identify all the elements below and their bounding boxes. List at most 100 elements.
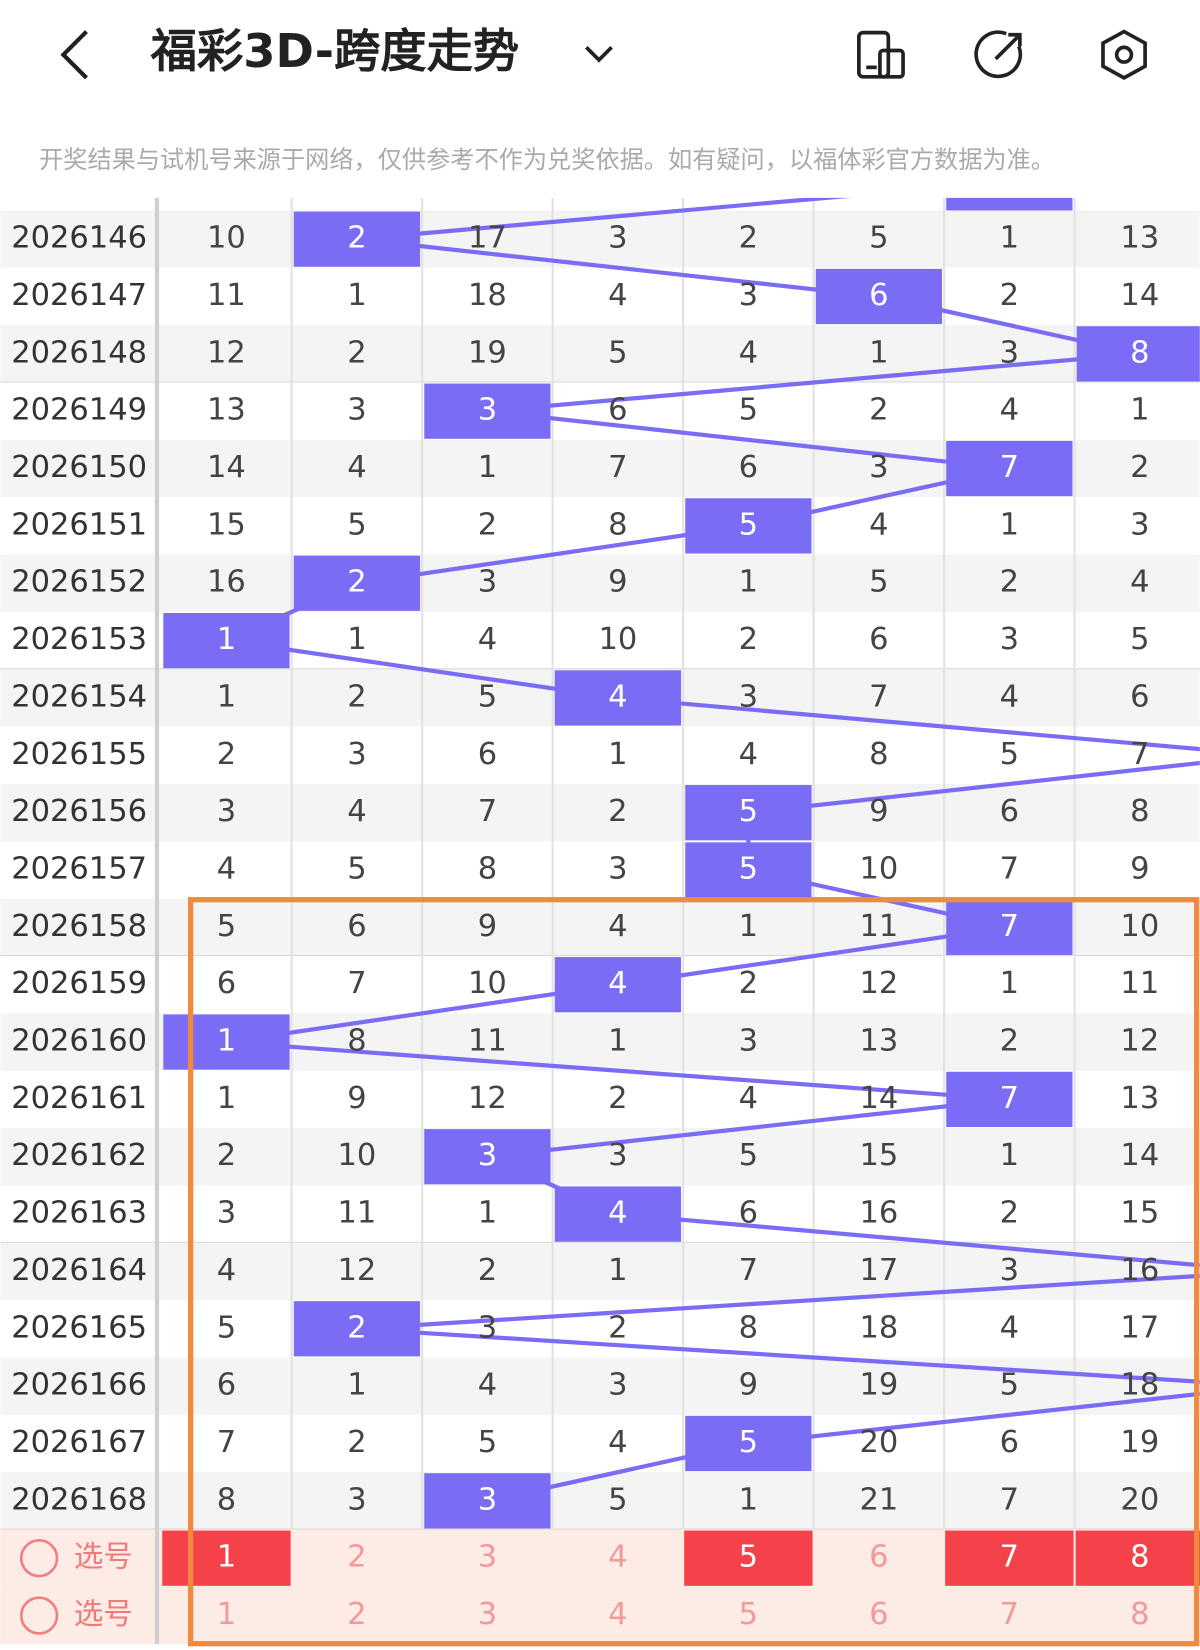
row-background bbox=[0, 325, 1200, 383]
omission-value: 3 bbox=[217, 794, 236, 829]
omission-value: 1 bbox=[217, 679, 236, 714]
omission-value: 4 bbox=[347, 794, 366, 829]
omission-value: 2 bbox=[1000, 1024, 1019, 1059]
omission-value: 14 bbox=[1120, 1138, 1159, 1173]
omission-value: 12 bbox=[338, 1253, 377, 1288]
hit-value: 5 bbox=[739, 794, 758, 829]
hit-cell bbox=[163, 1014, 290, 1070]
omission-value: 4 bbox=[347, 450, 366, 485]
trend-line bbox=[356, 1326, 1200, 1384]
hit-cell bbox=[685, 842, 812, 898]
omission-value: 2 bbox=[739, 622, 758, 657]
ball-number[interactable]: 3 bbox=[478, 1540, 497, 1575]
omission-value: 6 bbox=[608, 393, 627, 428]
omission-value: 17 bbox=[1120, 1310, 1159, 1345]
issue-number: 2026159 bbox=[11, 966, 147, 1001]
omission-value: 1 bbox=[739, 565, 758, 600]
ball-number[interactable]: 6 bbox=[869, 1540, 888, 1575]
omission-value: 6 bbox=[217, 1368, 236, 1403]
selected-ball bbox=[1075, 1530, 1200, 1586]
omission-value: 6 bbox=[1000, 1425, 1019, 1460]
omission-value: 3 bbox=[217, 1196, 236, 1231]
page-title: 福彩3D-跨度走势 bbox=[150, 24, 519, 78]
row-background bbox=[0, 382, 1200, 440]
share-icon[interactable] bbox=[974, 30, 1023, 79]
partial-row bbox=[0, 197, 1200, 211]
omission-value: 9 bbox=[478, 909, 497, 944]
issue-number: 2026150 bbox=[11, 450, 147, 485]
omission-value: 4 bbox=[608, 1425, 627, 1460]
ball-number[interactable]: 2 bbox=[347, 1597, 366, 1632]
omission-value: 8 bbox=[869, 737, 888, 772]
select-toggle[interactable] bbox=[19, 1596, 59, 1635]
ball-number[interactable]: 1 bbox=[217, 1540, 236, 1575]
omission-value: 13 bbox=[859, 1024, 898, 1059]
ball-number[interactable]: 8 bbox=[1130, 1597, 1149, 1632]
omission-value: 3 bbox=[739, 1024, 758, 1059]
row-background bbox=[0, 1300, 1200, 1358]
omission-value: 14 bbox=[1120, 278, 1159, 313]
omission-value: 4 bbox=[478, 1368, 497, 1403]
ball-number[interactable]: 1 bbox=[217, 1597, 236, 1632]
trend-line bbox=[356, 237, 880, 299]
ball-number[interactable]: 7 bbox=[1000, 1597, 1019, 1632]
trend-line bbox=[487, 1097, 1010, 1159]
omission-value: 5 bbox=[608, 335, 627, 370]
issue-number: 2026156 bbox=[11, 794, 147, 829]
hit-cell bbox=[293, 555, 421, 611]
omission-value: 10 bbox=[468, 966, 507, 1001]
hit-cell bbox=[815, 268, 942, 325]
hit-value: 1 bbox=[217, 622, 236, 657]
hit-value: 3 bbox=[478, 393, 497, 428]
hit-cell bbox=[424, 1473, 551, 1529]
omission-value: 2 bbox=[478, 507, 497, 542]
omission-value: 8 bbox=[1130, 794, 1149, 829]
omission-value: 4 bbox=[478, 622, 497, 657]
row-background bbox=[0, 210, 1200, 268]
ball-number[interactable]: 6 bbox=[869, 1597, 888, 1632]
omission-value: 7 bbox=[608, 450, 627, 485]
omission-value: 3 bbox=[608, 851, 627, 886]
ball-number[interactable]: 8 bbox=[1130, 1540, 1149, 1575]
hit-cell bbox=[293, 1301, 421, 1357]
omission-value: 3 bbox=[347, 1482, 366, 1517]
omission-value: 9 bbox=[869, 794, 888, 829]
omission-value: 10 bbox=[338, 1138, 377, 1173]
ball-number[interactable]: 5 bbox=[739, 1540, 758, 1575]
select-label: 选号 bbox=[74, 1597, 133, 1631]
ball-number[interactable]: 3 bbox=[478, 1597, 497, 1632]
omission-value: 2 bbox=[739, 221, 758, 256]
ball-number[interactable]: 2 bbox=[347, 1540, 366, 1575]
row-background bbox=[0, 841, 1200, 899]
omission-value: 2 bbox=[347, 679, 366, 714]
omission-value: 5 bbox=[347, 507, 366, 542]
omission-value: 4 bbox=[739, 335, 758, 370]
omission-value: 13 bbox=[207, 393, 246, 428]
omission-value: 2 bbox=[608, 1310, 627, 1345]
omission-value: 1 bbox=[478, 1196, 497, 1231]
ball-number[interactable]: 7 bbox=[1000, 1540, 1019, 1575]
dropdown-toggle[interactable] bbox=[585, 46, 613, 63]
hit-cell bbox=[554, 1186, 682, 1242]
settings-icon[interactable] bbox=[1101, 29, 1147, 80]
omission-value: 5 bbox=[608, 1482, 627, 1517]
ball-number[interactable]: 4 bbox=[608, 1597, 627, 1632]
omission-value: 5 bbox=[869, 221, 888, 256]
row-background bbox=[0, 1357, 1200, 1415]
omission-value: 4 bbox=[869, 507, 888, 542]
select-toggle[interactable] bbox=[19, 1538, 59, 1578]
layout-icon[interactable] bbox=[857, 30, 905, 79]
ball-number[interactable]: 4 bbox=[608, 1540, 627, 1575]
omission-value: 4 bbox=[217, 851, 236, 886]
selected-ball bbox=[162, 1530, 291, 1586]
issue-number: 2026166 bbox=[11, 1368, 147, 1403]
omission-value: 4 bbox=[608, 909, 627, 944]
ball-number[interactable]: 5 bbox=[739, 1597, 758, 1632]
back-button[interactable] bbox=[60, 30, 88, 80]
trend-line bbox=[487, 409, 1010, 471]
hit-cell bbox=[946, 899, 1073, 955]
omission-value: 3 bbox=[1130, 507, 1149, 542]
omission-value: 6 bbox=[347, 909, 366, 944]
omission-value: 7 bbox=[217, 1425, 236, 1460]
